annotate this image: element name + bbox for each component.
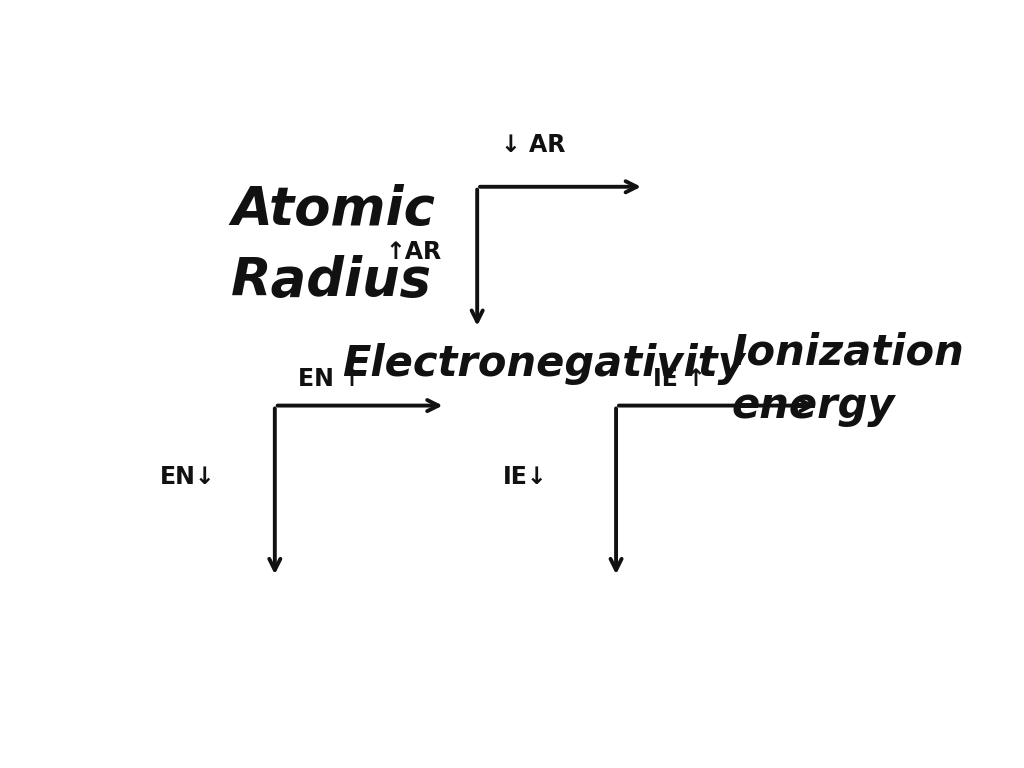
Text: EN ↑: EN ↑ [298,367,362,391]
Text: IE↓: IE↓ [503,465,547,488]
Text: EN↓: EN↓ [160,465,215,488]
Text: Electronegativity: Electronegativity [342,343,745,386]
Text: Radius: Radius [231,256,432,307]
Text: IE ↑: IE ↑ [653,367,706,391]
Text: energy: energy [731,385,895,426]
Text: Atomic: Atomic [231,184,435,237]
Text: ↓ AR: ↓ AR [501,133,565,157]
Text: ↑AR: ↑AR [385,240,441,264]
Text: Ionization: Ionization [731,331,964,373]
